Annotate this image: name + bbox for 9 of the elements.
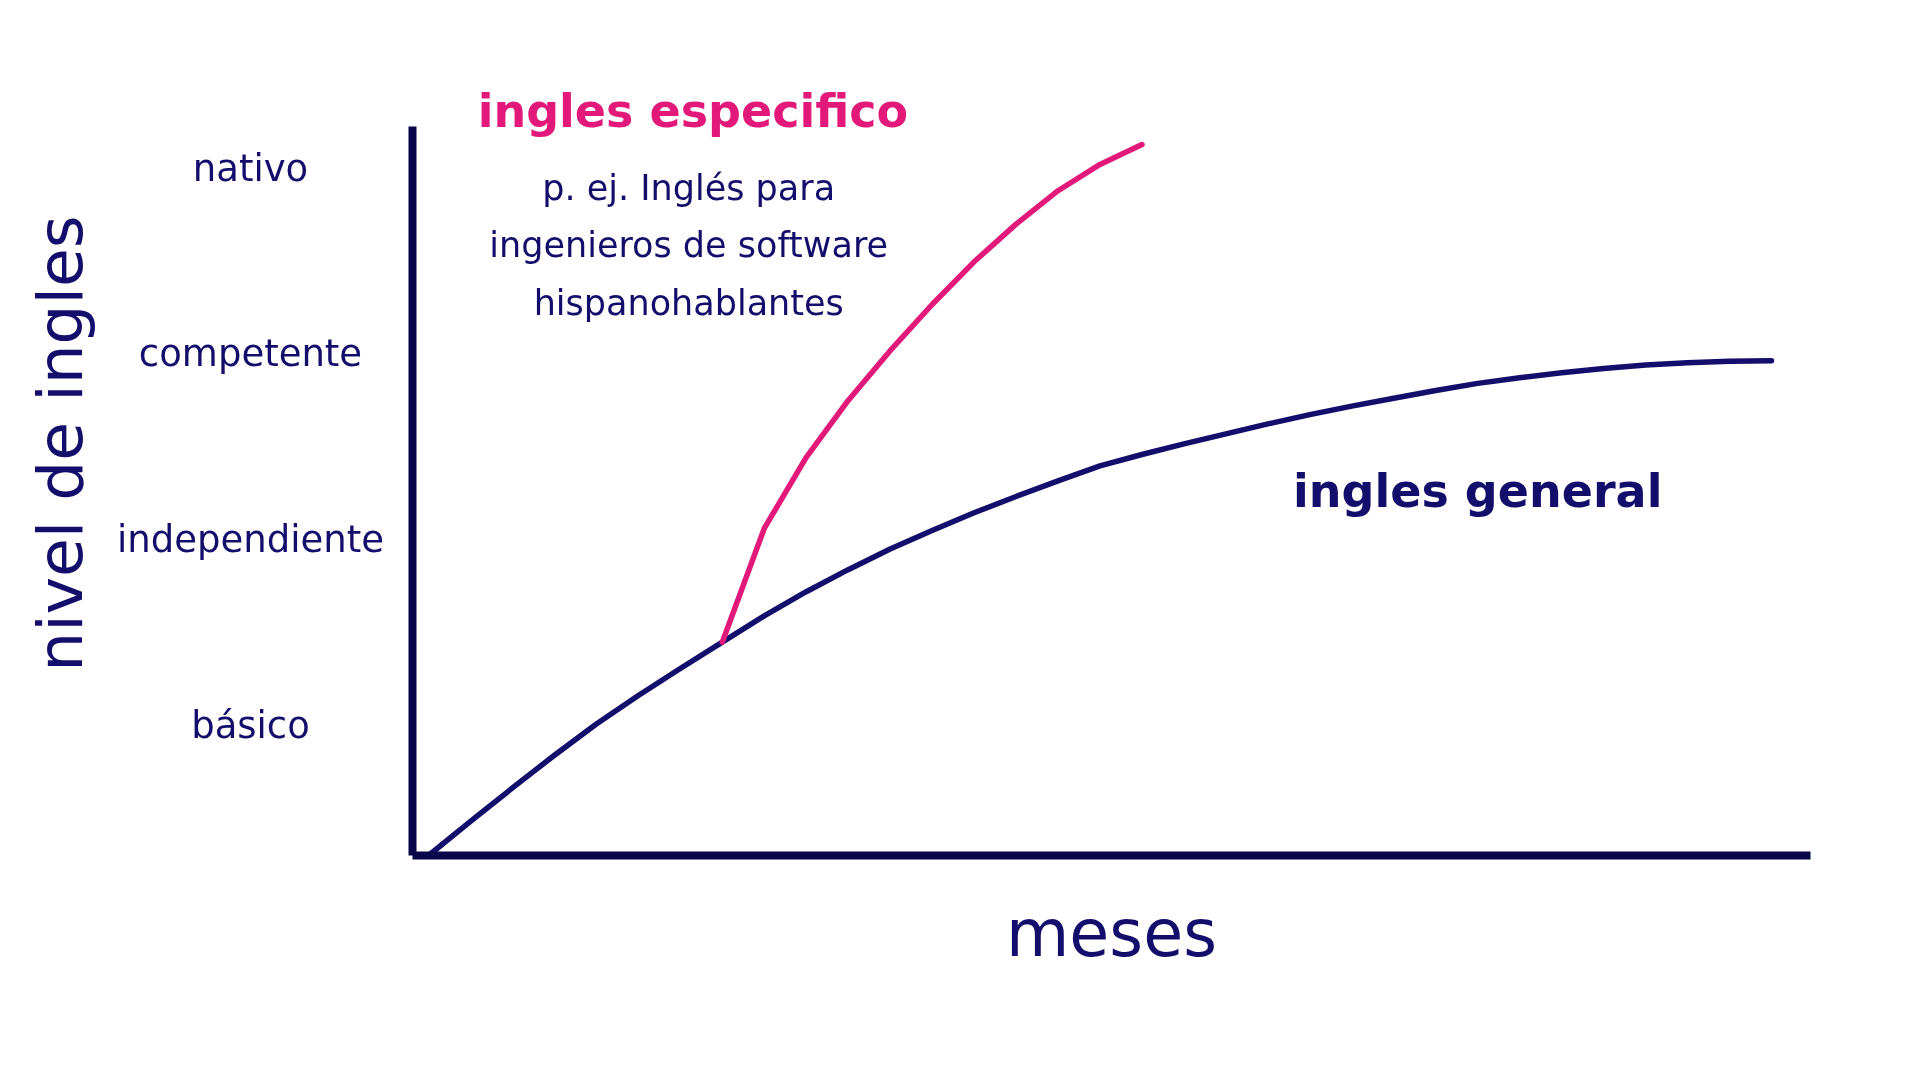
x-axis-title: meses bbox=[1005, 895, 1218, 971]
annotation: p. ej. Inglés para ingenieros de software hispanohablantes bbox=[489, 168, 889, 323]
text: nivel de ingles bbox=[24, 215, 97, 672]
text: competente bbox=[138, 332, 363, 375]
text: nativo bbox=[192, 147, 309, 190]
text: independiente bbox=[117, 518, 384, 561]
text: básico bbox=[191, 704, 310, 747]
text: ingles especifico bbox=[477, 83, 909, 138]
series-label: ingles general bbox=[1293, 463, 1663, 518]
